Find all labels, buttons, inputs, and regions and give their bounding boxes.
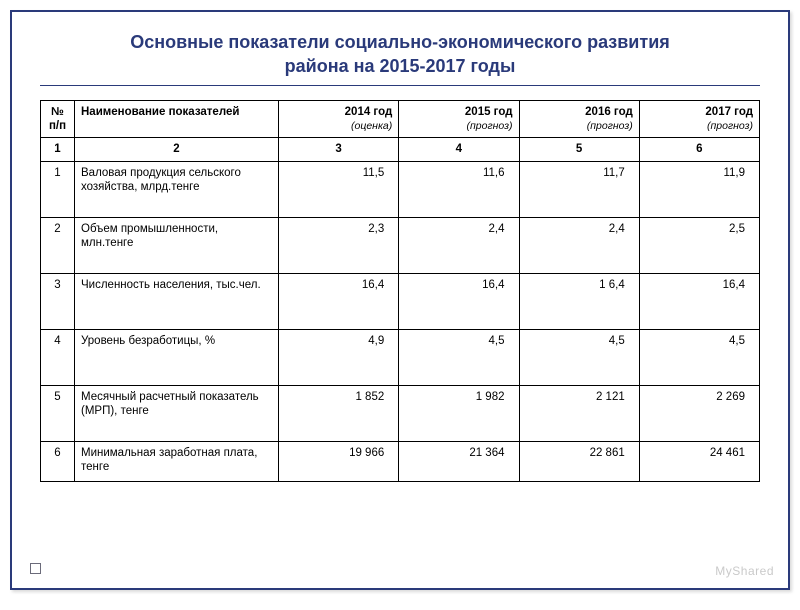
- cell-name: Объем промышленности, млн.тенге: [75, 217, 279, 273]
- header-num: № п/п: [41, 100, 75, 138]
- cell-value: 22 861: [519, 441, 639, 481]
- numrow-2: 2: [75, 138, 279, 161]
- cell-value: 4,5: [639, 329, 759, 385]
- table-header-row: № п/п Наименование показателей 2014 год …: [41, 100, 760, 138]
- table-row: 2Объем промышленности, млн.тенге2,32,42,…: [41, 217, 760, 273]
- header-2017: 2017 год (прогноз): [639, 100, 759, 138]
- numrow-6: 6: [639, 138, 759, 161]
- table-row: 5Месячный расчетный показатель (МРП), те…: [41, 385, 760, 441]
- cell-value: 2 269: [639, 385, 759, 441]
- cell-value: 16,4: [639, 273, 759, 329]
- header-2014-sub: (оценка): [351, 120, 392, 132]
- cell-num: 1: [41, 161, 75, 217]
- cell-num: 3: [41, 273, 75, 329]
- cell-value: 4,9: [279, 329, 399, 385]
- cell-value: 2,5: [639, 217, 759, 273]
- cell-value: 2,4: [399, 217, 519, 273]
- cell-name: Валовая продукция сельского хозяйства, м…: [75, 161, 279, 217]
- numrow-3: 3: [279, 138, 399, 161]
- numrow-4: 4: [399, 138, 519, 161]
- cell-num: 5: [41, 385, 75, 441]
- cell-value: 2,3: [279, 217, 399, 273]
- header-num-label: № п/п: [49, 106, 66, 132]
- title-underline: [40, 85, 760, 86]
- cell-value: 11,9: [639, 161, 759, 217]
- cell-value: 4,5: [519, 329, 639, 385]
- cell-value: 11,5: [279, 161, 399, 217]
- cell-value: 1 6,4: [519, 273, 639, 329]
- cell-value: 21 364: [399, 441, 519, 481]
- table-row: 4Уровень безработицы, %4,94,54,54,5: [41, 329, 760, 385]
- numrow-5: 5: [519, 138, 639, 161]
- cell-num: 4: [41, 329, 75, 385]
- cell-value: 1 982: [399, 385, 519, 441]
- cell-name: Численность населения, тыс.чел.: [75, 273, 279, 329]
- header-2017-top: 2017 год: [705, 106, 753, 118]
- header-2016-sub: (прогноз): [587, 120, 633, 132]
- table-row: 3Численность населения, тыс.чел.16,416,4…: [41, 273, 760, 329]
- cell-value: 24 461: [639, 441, 759, 481]
- header-2015-top: 2015 год: [465, 106, 513, 118]
- cell-value: 11,7: [519, 161, 639, 217]
- title-line-2: района на 2015-2017 годы: [285, 56, 516, 76]
- cell-value: 4,5: [399, 329, 519, 385]
- table-body: 1Валовая продукция сельского хозяйства, …: [41, 161, 760, 481]
- header-2016-top: 2016 год: [585, 106, 633, 118]
- slide-frame: Основные показатели социально-экономичес…: [10, 10, 790, 590]
- header-2014-top: 2014 год: [345, 106, 393, 118]
- table-row: 1Валовая продукция сельского хозяйства, …: [41, 161, 760, 217]
- cell-value: 11,6: [399, 161, 519, 217]
- cell-value: 16,4: [279, 273, 399, 329]
- header-2015-sub: (прогноз): [466, 120, 512, 132]
- indicators-table: № п/п Наименование показателей 2014 год …: [40, 100, 760, 482]
- cell-value: 2 121: [519, 385, 639, 441]
- title-line-1: Основные показатели социально-экономичес…: [130, 32, 670, 52]
- cell-value: 2,4: [519, 217, 639, 273]
- numrow-1: 1: [41, 138, 75, 161]
- header-2017-sub: (прогноз): [707, 120, 753, 132]
- header-name: Наименование показателей: [75, 100, 279, 138]
- corner-square-icon: [30, 563, 41, 574]
- cell-value: 1 852: [279, 385, 399, 441]
- cell-value: 19 966: [279, 441, 399, 481]
- cell-name: Минимальная заработная плата, тенге: [75, 441, 279, 481]
- header-name-label: Наименование показателей: [81, 106, 239, 118]
- header-2014: 2014 год (оценка): [279, 100, 399, 138]
- watermark-text: MyShared: [715, 564, 774, 578]
- cell-name: Месячный расчетный показатель (МРП), тен…: [75, 385, 279, 441]
- slide-title: Основные показатели социально-экономичес…: [40, 30, 760, 79]
- table-row: 6Минимальная заработная плата, тенге19 9…: [41, 441, 760, 481]
- header-2016: 2016 год (прогноз): [519, 100, 639, 138]
- cell-num: 2: [41, 217, 75, 273]
- cell-value: 16,4: [399, 273, 519, 329]
- header-2015: 2015 год (прогноз): [399, 100, 519, 138]
- cell-name: Уровень безработицы, %: [75, 329, 279, 385]
- table-number-row: 1 2 3 4 5 6: [41, 138, 760, 161]
- cell-num: 6: [41, 441, 75, 481]
